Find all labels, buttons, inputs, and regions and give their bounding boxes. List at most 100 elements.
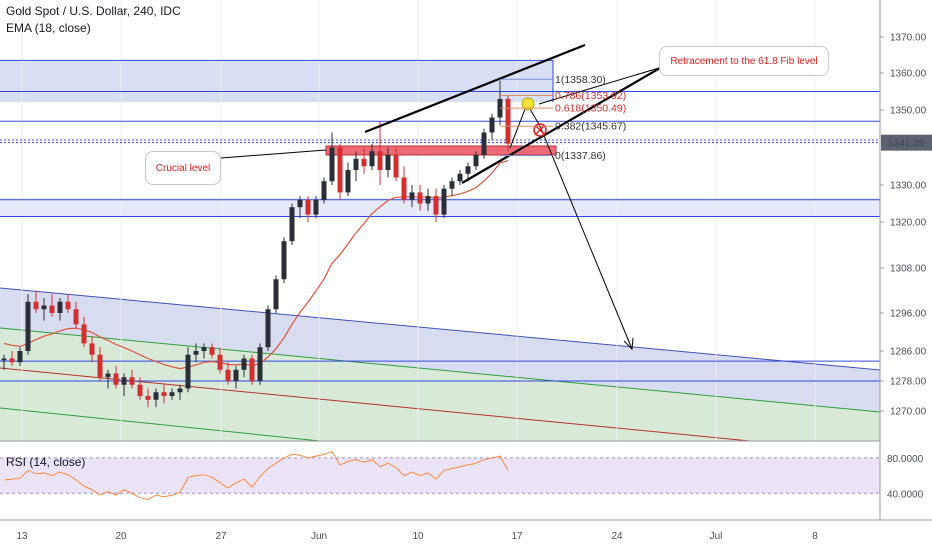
candle-body bbox=[153, 392, 159, 400]
chart-title: Gold Spot / U.S. Dollar, 240, IDC bbox=[6, 4, 181, 18]
candle-body bbox=[169, 392, 175, 396]
rsi-line bbox=[3, 451, 509, 501]
time-tick-label: 24 bbox=[611, 531, 623, 542]
candle-body bbox=[41, 305, 47, 310]
candle-body bbox=[49, 305, 55, 313]
candle-body bbox=[145, 396, 151, 400]
candle-body bbox=[297, 199, 303, 208]
reversal-marker bbox=[533, 123, 547, 137]
blue-channel-line bbox=[0, 287, 881, 371]
upper-blue-box bbox=[0, 60, 553, 102]
candle-body bbox=[369, 151, 375, 167]
green-channel-line-upper bbox=[0, 327, 881, 413]
price-axis-bg bbox=[880, 0, 932, 550]
arrow-head bbox=[623, 337, 634, 351]
candle-body bbox=[209, 347, 215, 355]
last-price-label: 1341.29 bbox=[888, 139, 925, 150]
candle-body bbox=[81, 324, 87, 344]
rising-support-trendline bbox=[461, 67, 661, 184]
candle-body bbox=[121, 377, 127, 385]
rsi-tick-label: 80.0000 bbox=[887, 454, 924, 465]
candle-body bbox=[201, 347, 207, 351]
candle-body bbox=[489, 117, 495, 133]
candle-body bbox=[409, 192, 415, 200]
time-tick-label: Jun bbox=[311, 531, 327, 542]
candle-body bbox=[249, 358, 255, 381]
fib-level-label: 0.786(1353.92) bbox=[555, 90, 626, 102]
rising-resistance-trendline bbox=[364, 43, 586, 134]
crucial-callout-pointer bbox=[220, 149, 327, 159]
candle-body bbox=[129, 377, 135, 385]
candle-body bbox=[393, 155, 399, 178]
candle-body bbox=[217, 354, 223, 370]
grid-lines bbox=[21, 0, 816, 520]
candle-body bbox=[337, 147, 343, 193]
candle-body bbox=[89, 343, 95, 355]
candle-body bbox=[73, 309, 79, 325]
ema-line bbox=[3, 160, 509, 370]
rsi-pane bbox=[0, 440, 880, 520]
candle-body bbox=[329, 147, 335, 182]
retracement-callout-pointer bbox=[538, 67, 660, 105]
candle-body bbox=[137, 384, 143, 396]
price-tick-label: 1330.00 bbox=[890, 181, 927, 192]
candle-body bbox=[473, 155, 479, 167]
price-tick-label: 1286.00 bbox=[890, 347, 927, 358]
candle-body bbox=[449, 181, 455, 189]
candle-body bbox=[385, 155, 391, 170]
candle-body bbox=[241, 358, 247, 370]
candle-body bbox=[65, 301, 71, 310]
candle-body bbox=[441, 188, 447, 215]
support-blue-box bbox=[0, 198, 880, 216]
time-axis-bg bbox=[0, 520, 932, 550]
rsi-band bbox=[0, 457, 880, 494]
price-tick-label: 1308.00 bbox=[890, 264, 927, 275]
candle-body bbox=[161, 392, 167, 396]
time-tick-label: 20 bbox=[115, 531, 127, 542]
candle-body bbox=[185, 354, 191, 389]
fib-target-marker bbox=[521, 97, 535, 111]
price-tick-label: 1278.00 bbox=[890, 377, 927, 388]
crucial-level-callout: Crucial level bbox=[145, 151, 221, 185]
fib-level-label: 0(1337.86) bbox=[555, 150, 606, 162]
rsi-legend: RSI (14, close) bbox=[6, 455, 86, 469]
candle-body bbox=[353, 158, 359, 170]
candle-body bbox=[433, 196, 439, 215]
last-price-badge bbox=[881, 134, 932, 151]
time-tick-label: 8 bbox=[812, 531, 818, 542]
candle-body bbox=[113, 373, 119, 385]
candle-body bbox=[289, 207, 295, 242]
price-tick-label: 1320.00 bbox=[890, 218, 927, 229]
candle-body bbox=[97, 354, 103, 378]
candle-body bbox=[177, 388, 183, 393]
fib-level-label: 1(1358.30) bbox=[555, 74, 606, 86]
rsi-tick-label: 40.0000 bbox=[887, 489, 924, 500]
candle-body bbox=[377, 151, 383, 170]
candle-body bbox=[313, 199, 319, 215]
time-tick-label: 13 bbox=[16, 531, 28, 542]
candle-body bbox=[321, 181, 327, 200]
candle-body bbox=[233, 369, 239, 381]
candles bbox=[1, 80, 511, 408]
fib-level-label: 0.618(1350.49) bbox=[555, 103, 626, 115]
candle-body bbox=[17, 351, 23, 363]
candle-body bbox=[257, 347, 263, 381]
candle-body bbox=[273, 279, 279, 310]
candle-body bbox=[417, 192, 423, 204]
candle-body bbox=[1, 358, 7, 361]
drawings bbox=[220, 43, 661, 351]
candle-body bbox=[505, 98, 511, 144]
horizontal-levels bbox=[0, 59, 880, 382]
candle-body bbox=[9, 358, 15, 363]
price-tick-label: 1350.00 bbox=[890, 106, 927, 117]
candle-body bbox=[225, 369, 231, 381]
candle-body bbox=[345, 170, 351, 193]
candle-body bbox=[105, 373, 111, 378]
candle-body bbox=[465, 166, 471, 174]
candle-body bbox=[305, 199, 311, 215]
candle-body bbox=[33, 301, 39, 310]
projected-drop-arrow bbox=[539, 125, 633, 350]
ema-18-line bbox=[3, 160, 509, 370]
